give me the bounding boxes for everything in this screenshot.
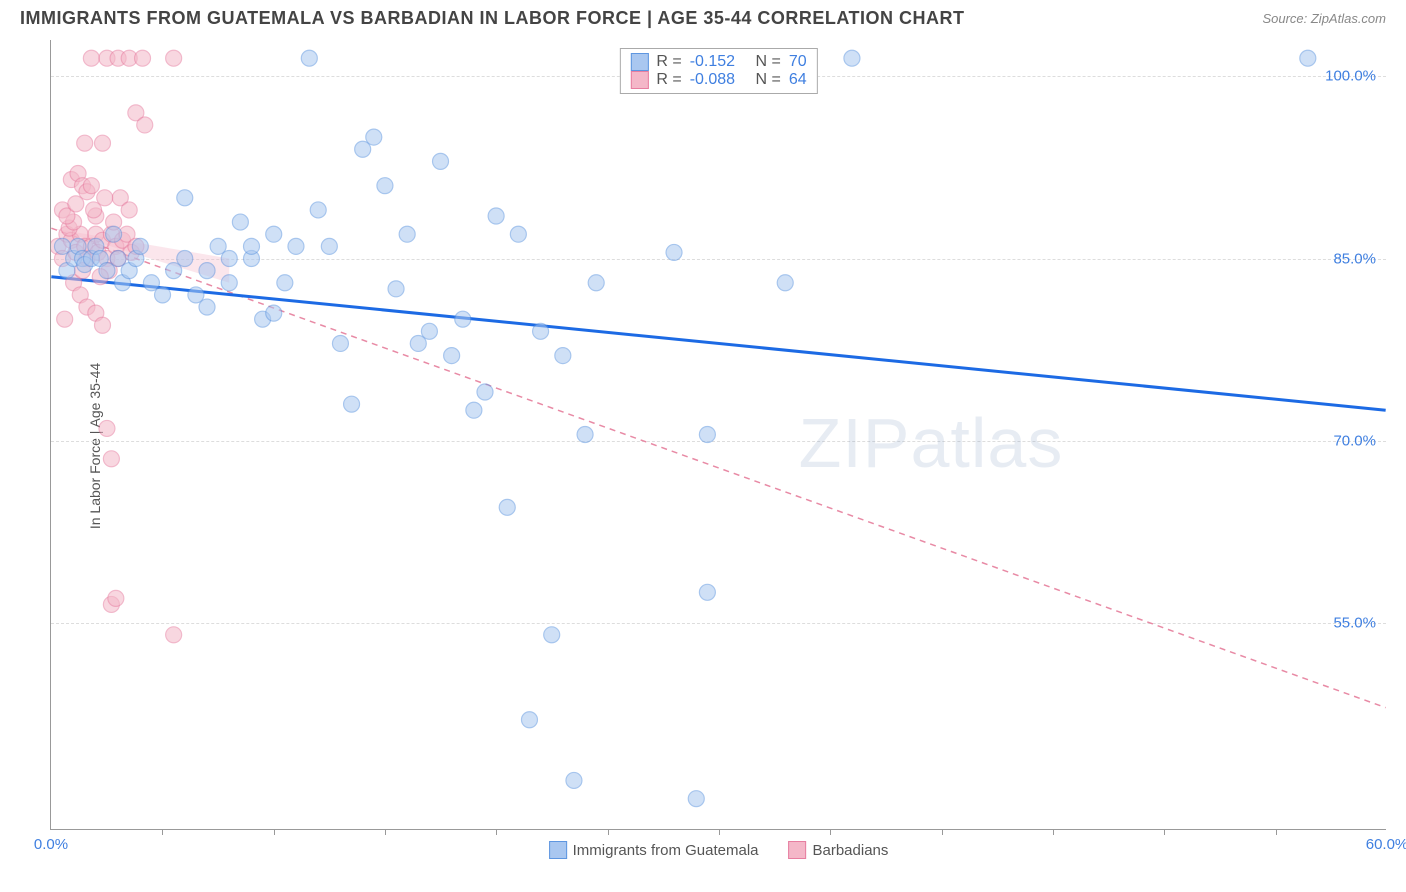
bottom-legend: Immigrants from Guatemala Barbadians: [549, 841, 889, 859]
xtick-mark: [1276, 829, 1277, 835]
legend-label-guatemala: Immigrants from Guatemala: [573, 842, 759, 859]
legend-item-guatemala: Immigrants from Guatemala: [549, 841, 759, 859]
xtick-label: 60.0%: [1366, 836, 1406, 853]
r-value-barbadian: -0.088: [690, 71, 735, 89]
xtick-label: 0.0%: [34, 836, 68, 853]
xtick-mark: [385, 829, 386, 835]
chart-title: IMMIGRANTS FROM GUATEMALA VS BARBADIAN I…: [20, 8, 965, 29]
xtick-mark: [719, 829, 720, 835]
xtick-mark: [496, 829, 497, 835]
n-value-guatemala: 70: [789, 53, 807, 71]
source-attribution: Source: ZipAtlas.com: [1262, 11, 1386, 26]
stats-row-guatemala: R = -0.152 N = 70: [630, 53, 806, 71]
chart-plot-area: ZIPatlas R = -0.152 N = 70 R = -0.088 N …: [50, 40, 1386, 830]
n-label: N =: [756, 71, 781, 89]
legend-item-barbadian: Barbadians: [789, 841, 889, 859]
r-label: R =: [656, 71, 681, 89]
r-label: R =: [656, 53, 681, 71]
swatch-blue-icon: [630, 53, 648, 71]
scatter-svg: [51, 40, 1386, 829]
legend-label-barbadian: Barbadians: [813, 842, 889, 859]
xtick-mark: [1164, 829, 1165, 835]
swatch-pink-icon: [630, 71, 648, 89]
stats-row-barbadian: R = -0.088 N = 64: [630, 71, 806, 89]
swatch-blue-icon: [549, 841, 567, 859]
xtick-mark: [608, 829, 609, 835]
r-value-guatemala: -0.152: [690, 53, 735, 71]
swatch-pink-icon: [789, 841, 807, 859]
n-value-barbadian: 64: [789, 71, 807, 89]
source-prefix: Source:: [1262, 11, 1310, 26]
xtick-mark: [830, 829, 831, 835]
xtick-mark: [162, 829, 163, 835]
xtick-mark: [942, 829, 943, 835]
xtick-mark: [274, 829, 275, 835]
xtick-mark: [1053, 829, 1054, 835]
source-name: ZipAtlas.com: [1311, 11, 1386, 26]
n-label: N =: [756, 53, 781, 71]
correlation-stats-box: R = -0.152 N = 70 R = -0.088 N = 64: [619, 48, 817, 94]
